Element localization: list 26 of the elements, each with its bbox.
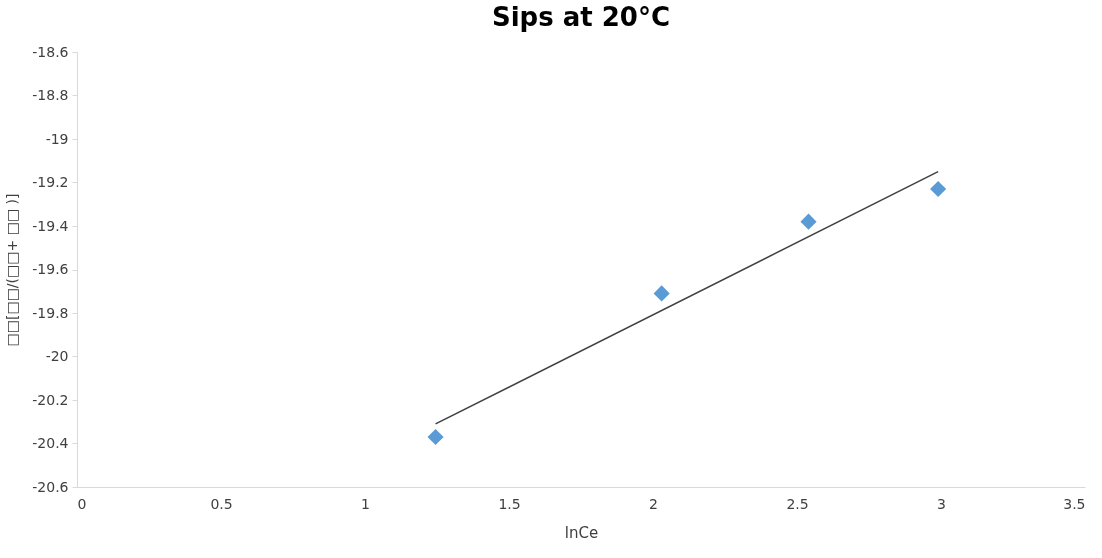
y-tick-label: -19 bbox=[45, 130, 69, 147]
x-tick-label: 0.5 bbox=[210, 495, 233, 512]
x-tick-label: 3.5 bbox=[1063, 495, 1086, 512]
y-tick-label: -18.6 bbox=[32, 43, 69, 60]
y-tick-label: -20.6 bbox=[32, 478, 69, 495]
y-tick-label: -19.4 bbox=[32, 217, 69, 234]
y-tick-label: -18.8 bbox=[32, 87, 69, 103]
y-tick-label: -20.4 bbox=[32, 435, 69, 451]
y-tick-label: -19.8 bbox=[32, 304, 69, 321]
point bbox=[427, 428, 444, 446]
point bbox=[800, 213, 817, 230]
y-tick-label: -19.6 bbox=[32, 261, 69, 277]
x-tick-label: 1.5 bbox=[498, 495, 521, 512]
y-axis-title: □□[□□/(□□+ □□ )] bbox=[4, 193, 21, 347]
point bbox=[930, 180, 947, 198]
chart-title: Sips at 20°C bbox=[491, 2, 671, 32]
y-tick-label: -20.2 bbox=[32, 391, 69, 408]
x-tick-label: 3 bbox=[937, 495, 946, 512]
x-tick-label: 2.5 bbox=[786, 495, 809, 512]
x-tick-label: 1 bbox=[361, 495, 370, 512]
point bbox=[653, 285, 670, 302]
y-tick-label: -20 bbox=[45, 348, 69, 364]
y-tick-label: -19.2 bbox=[32, 174, 69, 190]
x-tick-label: 2 bbox=[649, 495, 658, 512]
x-tick-label: 0 bbox=[77, 495, 87, 512]
x-axis-title: lnCe bbox=[564, 523, 599, 542]
